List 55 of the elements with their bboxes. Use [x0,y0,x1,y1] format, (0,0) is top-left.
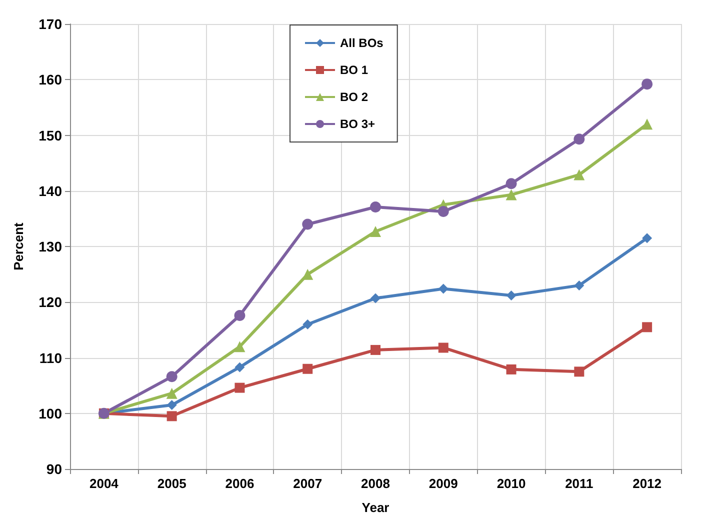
point [506,189,517,200]
x-tick-label: 2006 [225,476,254,491]
x-tick-label: 2009 [428,476,458,491]
point [234,341,246,352]
x-axis-title: Year [362,500,390,515]
point [642,233,652,244]
point [302,319,313,330]
legend-label: BO 2 [340,90,368,104]
point [642,118,653,130]
y-tick-label: 100 [38,405,62,422]
point [370,202,381,213]
y-tick-label: 160 [38,72,62,88]
x-tick-label: 2010 [496,476,526,491]
point [642,322,652,332]
point [166,371,178,382]
point [574,134,585,145]
y-tick-label: 150 [38,127,62,144]
y-tick-label: 120 [38,294,62,310]
point [438,284,448,294]
point [302,218,314,230]
x-tick-label: 2004 [89,476,120,491]
x-tick-label: 2012 [632,476,662,491]
point [438,206,449,217]
x-tick-label: 2011 [565,476,594,491]
y-tick-label: 130 [38,238,62,254]
y-tick-label: 140 [38,182,62,199]
point [234,310,246,321]
point [234,382,245,393]
point [642,78,653,90]
point [506,364,516,374]
y-axis-title: Percent [11,222,26,270]
point [166,388,178,399]
x-tick-label: 2008 [361,476,390,491]
y-tick-label: 110 [39,350,62,366]
point [438,342,448,353]
point [506,290,516,300]
x-tick-label: 2005 [157,476,186,491]
y-tick-label: 170 [38,16,62,32]
point [166,411,177,422]
point [302,364,313,374]
y-tick-label: 90 [46,461,62,477]
point [506,178,517,190]
point [166,400,177,410]
point [370,293,380,304]
legend-label: BO 3+ [340,117,376,131]
point [574,169,585,180]
legend-label: All BOs [340,36,384,50]
point [574,280,584,290]
point [370,344,380,355]
point [370,226,381,237]
legend-label: BO 1 [340,63,368,77]
point [302,268,314,280]
point [574,366,584,377]
point [234,362,245,372]
x-tick-label: 2007 [293,476,322,491]
